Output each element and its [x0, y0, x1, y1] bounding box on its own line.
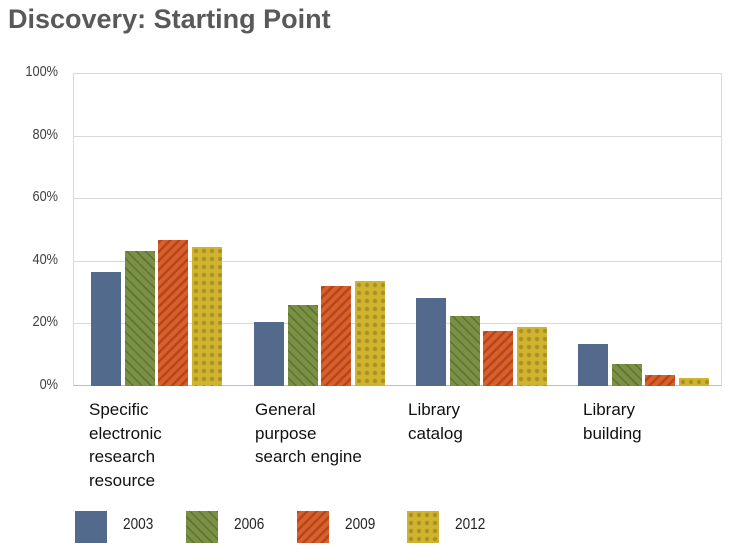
legend-label-2006: 2006: [234, 516, 265, 533]
bar-2012: [678, 378, 709, 386]
bar-2012: [191, 246, 222, 386]
x-axis-category-label: Library catalog: [408, 400, 463, 443]
bar-2006: [611, 364, 642, 386]
bar-2012: [516, 326, 547, 386]
x-axis-category-label: General purpose search engine: [255, 400, 362, 466]
legend-swatch-2012: [407, 511, 439, 543]
y-axis-tick-label: 20%: [32, 313, 58, 330]
legend-label-2012: 2012: [455, 516, 486, 533]
bar-2009: [645, 375, 675, 386]
bar-2009: [158, 240, 188, 386]
gridline: [73, 323, 722, 324]
y-axis-tick-label: 40%: [32, 251, 58, 268]
x-axis-category-label: Specific electronic research resource: [89, 400, 162, 490]
y-axis-tick-label: 60%: [32, 188, 58, 205]
y-axis-tick-label: 80%: [32, 126, 58, 143]
bar-2006: [124, 251, 155, 386]
bar-2003: [578, 343, 608, 386]
bar-2009: [321, 285, 351, 386]
legend-label-2009: 2009: [345, 516, 376, 533]
bar-2006: [287, 304, 318, 386]
gridline: [73, 198, 722, 199]
legend-swatch-2009: [297, 511, 329, 543]
bar-2003: [254, 321, 284, 386]
chart-title: Discovery: Starting Point: [8, 4, 331, 34]
bar-2012: [354, 281, 385, 386]
plot-area: [73, 73, 722, 386]
x-axis-category-label: Library building: [583, 400, 642, 443]
bar-2006: [449, 315, 480, 386]
legend-swatch-2006: [186, 511, 218, 543]
bar-2003: [416, 298, 446, 386]
bar-2003: [91, 271, 121, 386]
gridline: [73, 136, 722, 137]
gridline: [73, 261, 722, 262]
y-axis-tick-label: 100%: [25, 63, 58, 80]
legend-swatch-2003: [75, 511, 107, 543]
y-axis-tick-label: 0%: [39, 376, 58, 393]
bar-2009: [483, 331, 513, 386]
legend-label-2003: 2003: [123, 516, 154, 533]
